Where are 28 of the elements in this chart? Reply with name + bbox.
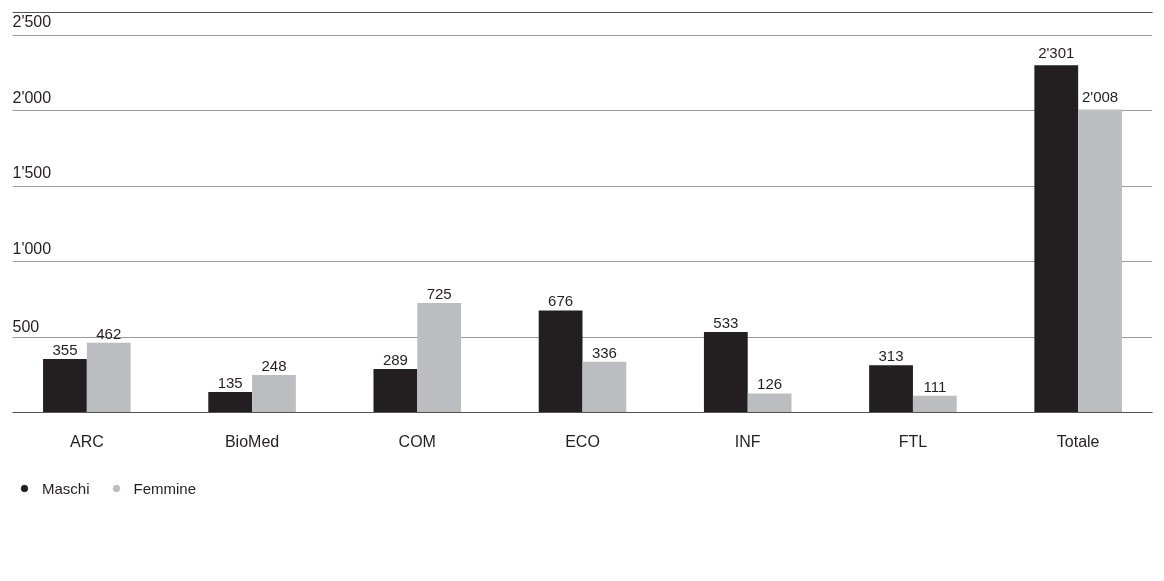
text: 676 [548,292,574,310]
text: 135 [217,374,243,392]
x-tick-label: BioMed [224,432,280,450]
x-tick-label: COM [398,432,436,450]
x-tick-label: FTL [898,432,928,450]
text: 126 [757,375,783,393]
text: 2'301 [1038,44,1075,62]
y-tick-label: 500 [12,318,40,336]
x-tick-label: ARC [69,432,104,450]
text: 533 [713,314,739,332]
y-tick-label: 1'000 [12,239,52,257]
text: 111 [923,377,947,395]
x-tick-label: ECO [565,432,600,450]
text: 336 [591,343,617,361]
y-tick-label: 1'500 [12,164,52,182]
text: 248 [261,357,287,375]
text: 313 [878,347,904,365]
text: 725 [426,285,452,303]
x-tick-label: INF [734,432,761,450]
text: 2'008 [1081,88,1119,106]
text: 355 [52,340,78,358]
x-tick-label: Totale [1056,432,1100,450]
text: 462 [96,324,122,342]
y-tick-label: 2'000 [12,88,52,106]
legend-label: Femmine [133,479,197,497]
y-tick-label: 2'500 [12,13,52,31]
text: 289 [382,350,408,368]
legend-label: Maschi [42,479,90,497]
